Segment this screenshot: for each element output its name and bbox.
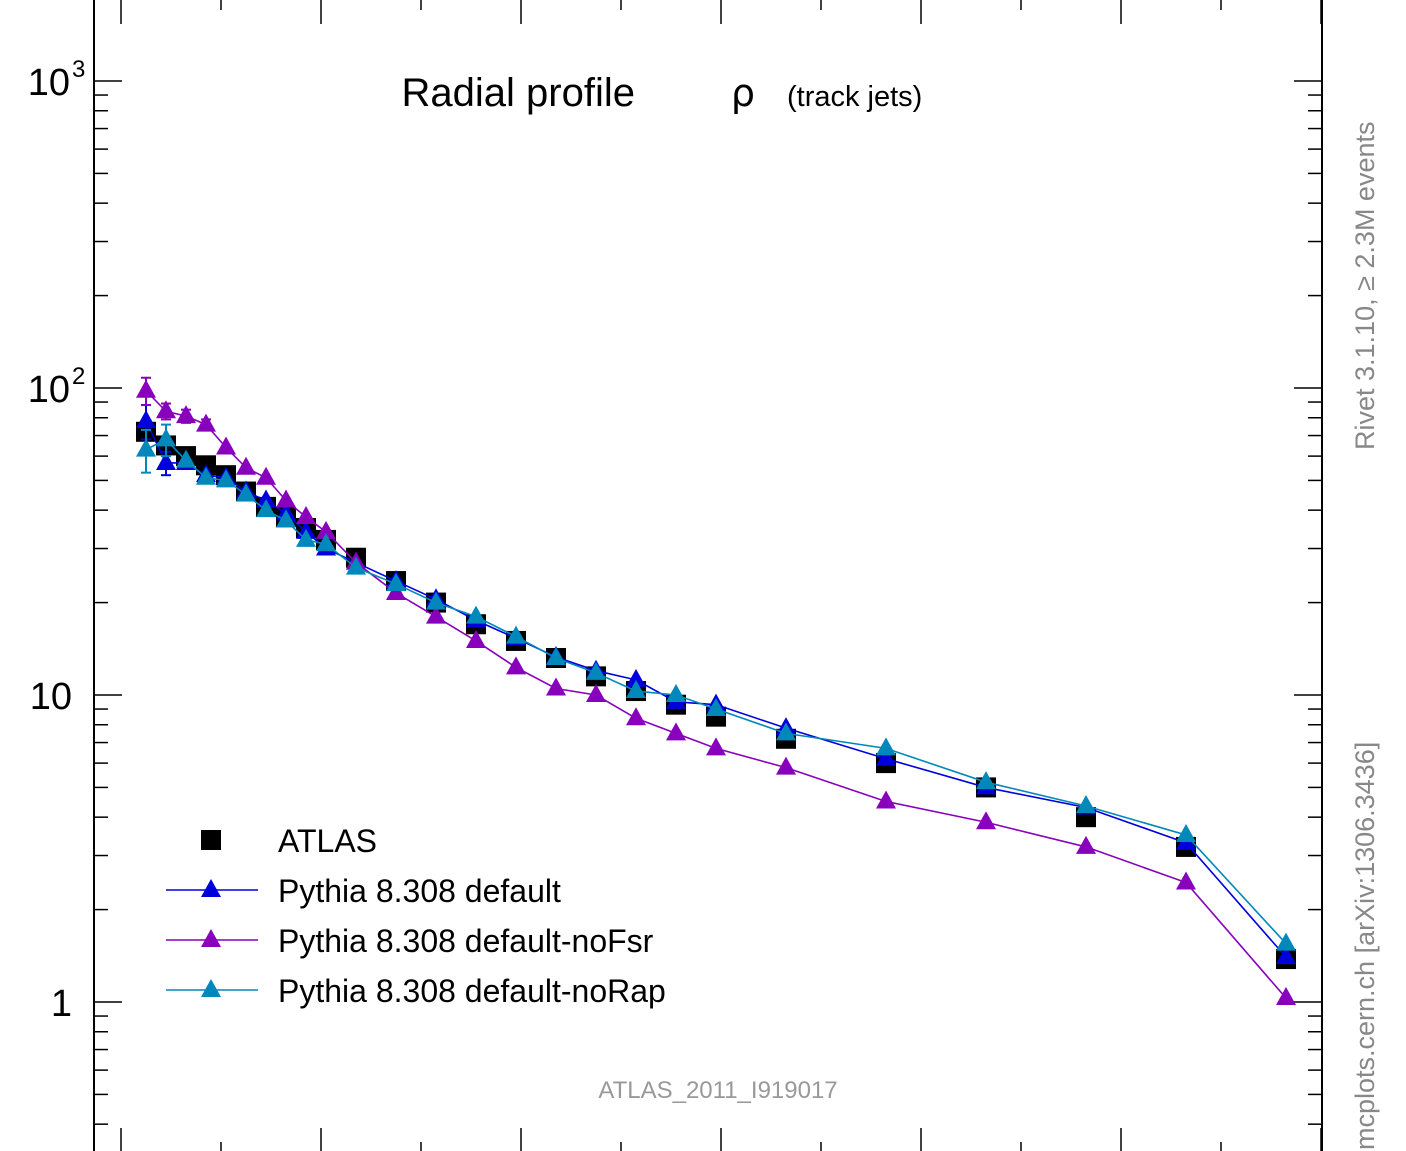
data-point-default (1276, 946, 1296, 965)
legend-marker (201, 879, 221, 897)
data-point-noRap (426, 591, 446, 610)
analysis-tag: ATLAS_2011_I919017 (598, 1077, 837, 1104)
data-point-noFsr (776, 756, 796, 775)
data-point-noFsr (216, 436, 236, 455)
legend-label: ATLAS (278, 823, 377, 859)
data-point-noRap (1076, 794, 1096, 813)
data-point-default (136, 410, 156, 429)
data-point-noRap (346, 556, 366, 575)
legend-label: Pythia 8.308 default (278, 873, 561, 909)
data-point-default (256, 489, 276, 508)
chart-title: Radial profile ρ (track jets) (402, 71, 923, 115)
legend-label: Pythia 8.308 default-noFsr (278, 923, 654, 959)
data-point-noFsr (876, 790, 896, 809)
data-point-noRap (196, 466, 216, 485)
data-point-noFsr (176, 405, 196, 424)
data-point-noRap (156, 428, 176, 447)
mcplots-label: mcplots.cern.ch [arXiv:1306.3436] (1350, 741, 1380, 1150)
y-tick-label-exponent: 2 (72, 363, 85, 390)
title-main: Radial profile (402, 71, 635, 115)
data-point-default (876, 747, 896, 766)
legend-item-default: Pythia 8.308 default (166, 873, 561, 909)
data-point-noFsr (976, 811, 996, 830)
data-point-noRap (1176, 823, 1196, 842)
data-point-noRap (626, 680, 646, 699)
data-point-noRap (976, 771, 996, 790)
data-point-noFsr (586, 684, 606, 702)
legend-item-noFsr: Pythia 8.308 default-noFsr (166, 923, 654, 959)
legend-marker (201, 929, 221, 947)
data-point-noFsr (276, 489, 296, 508)
title-symbol: ρ (731, 71, 755, 115)
plot-frame (93, 0, 1323, 1151)
data-point-noRap (666, 684, 686, 702)
legend-label: Pythia 8.308 default-noRap (278, 973, 666, 1009)
data-point-noFsr (466, 629, 486, 648)
data-point-noRap (316, 533, 336, 552)
y-tick-label: 10 (28, 369, 70, 411)
plot-area (136, 376, 1296, 1006)
data-point-noRap (256, 499, 276, 518)
data-point-noRap (386, 572, 406, 591)
data-point-noRap (466, 605, 486, 624)
data-point-noFsr (196, 413, 216, 432)
data-point-noFsr (426, 605, 446, 624)
legend-item-noRap: Pythia 8.308 default-noRap (166, 973, 666, 1009)
data-point-noRap (236, 483, 256, 502)
data-point-default (626, 668, 646, 687)
data-point-noFsr (1076, 835, 1096, 854)
series-line-noRap (145, 438, 1287, 945)
axes (93, 0, 1323, 1151)
data-point-noFsr (626, 707, 646, 726)
data-point-noRap (276, 509, 296, 528)
data-point-noFsr (666, 722, 686, 741)
data-point-noRap (1276, 932, 1296, 951)
data-point-noFsr (1176, 871, 1196, 890)
series-noFsr (136, 376, 1296, 1006)
data-point-default (156, 451, 176, 470)
data-point-noRap (776, 722, 796, 741)
data-point-noRap (176, 449, 196, 468)
data-point-noRap (296, 528, 316, 547)
title-suffix: (track jets) (787, 81, 922, 113)
data-point-noFsr (236, 456, 256, 475)
legend-marker (201, 979, 221, 997)
data-point-noRap (876, 737, 896, 756)
data-point-noFsr (1276, 987, 1296, 1006)
data-point-noFsr (506, 656, 526, 675)
data-point-noFsr (256, 466, 276, 485)
y-tick-label-exponent: 3 (72, 56, 85, 83)
data-point-noFsr (296, 506, 316, 525)
data-point-noFsr (136, 379, 156, 398)
data-point-noRap (706, 698, 726, 717)
data-point-noFsr (156, 400, 176, 419)
data-point-noFsr (316, 520, 336, 539)
data-point-noRap (546, 646, 566, 665)
series-noRap (136, 423, 1296, 951)
y-tick-label: 10 (30, 676, 72, 718)
y-tick-label: 1 (51, 983, 72, 1025)
data-point-noRap (216, 469, 236, 488)
y-tick-label: 10 (28, 62, 70, 104)
data-point-noFsr (546, 677, 566, 696)
legend-item-ATLAS: ATLAS (201, 823, 377, 859)
data-point-noRap (136, 438, 156, 457)
rivet-version-label: Rivet 3.1.10, ≥ 2.3M events (1350, 121, 1380, 450)
data-point-noFsr (706, 737, 726, 756)
legend: ATLAS Pythia 8.308 default Pythia 8.308 de… (166, 823, 666, 1009)
legend-marker (201, 830, 221, 850)
data-point-noRap (506, 625, 526, 644)
data-point-noRap (586, 661, 606, 680)
